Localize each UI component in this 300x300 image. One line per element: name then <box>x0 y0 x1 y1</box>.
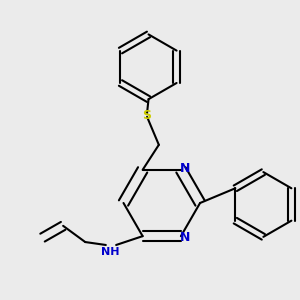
Text: S: S <box>142 110 151 122</box>
Text: N: N <box>180 162 190 175</box>
Text: N: N <box>180 231 190 244</box>
Text: NH: NH <box>101 247 119 257</box>
